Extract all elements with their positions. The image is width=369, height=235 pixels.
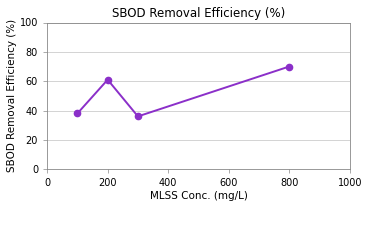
Y-axis label: SBOD Removal Efficiency (%): SBOD Removal Efficiency (%) — [7, 19, 17, 172]
Title: SBOD Removal Efficiency (%): SBOD Removal Efficiency (%) — [112, 7, 285, 20]
X-axis label: MLSS Conc. (mg/L): MLSS Conc. (mg/L) — [149, 191, 247, 201]
